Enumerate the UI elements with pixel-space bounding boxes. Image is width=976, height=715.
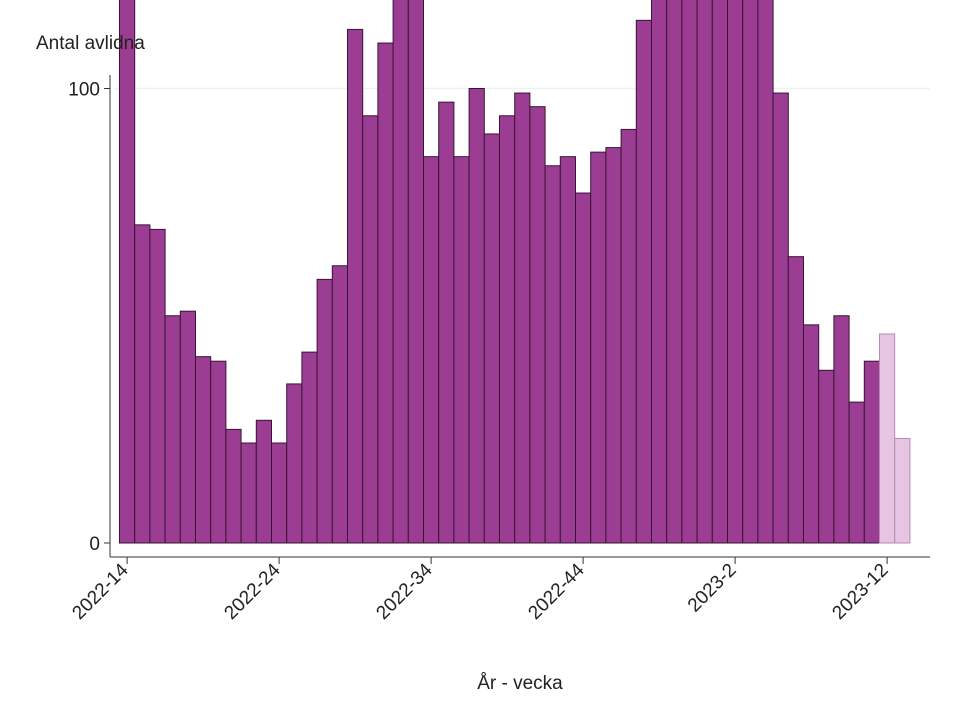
bar [255, 419, 272, 544]
bar [362, 115, 379, 544]
bar [423, 156, 440, 544]
bar [651, 0, 668, 544]
bar [544, 165, 561, 544]
bar [392, 0, 409, 544]
bar [453, 156, 470, 544]
bars [119, 0, 911, 544]
x-tick-label: 2022-34 [372, 559, 436, 623]
bar [331, 265, 348, 544]
bar [833, 315, 850, 544]
bar [620, 128, 637, 544]
y-tick-label: 0 [89, 534, 100, 555]
bar [863, 360, 880, 544]
bar [559, 156, 576, 544]
bar [635, 19, 652, 544]
bar [514, 92, 531, 544]
bar [240, 442, 257, 544]
bar [757, 0, 774, 544]
bar [347, 28, 364, 544]
y-axis-title: Antal avlidna [36, 33, 145, 54]
bar [134, 224, 151, 544]
bar-preliminary [879, 333, 896, 544]
bar [195, 356, 212, 544]
bar [149, 228, 166, 544]
bar [605, 147, 622, 544]
y-ticks: 0100200300400 [68, 80, 110, 555]
bar [468, 88, 485, 544]
bar [483, 133, 500, 544]
bar [848, 401, 865, 544]
bar [377, 42, 394, 544]
x-ticks: 2022-14 2022-24 2022-34 2022-44 2023-2 2023-1… [68, 557, 893, 624]
bar-preliminary [894, 437, 911, 544]
bar [119, 0, 136, 544]
bar [590, 151, 607, 544]
x-axis-title: År - vecka [477, 673, 563, 694]
bar [529, 106, 546, 544]
bar [787, 256, 804, 544]
x-tick-label: 2022-24 [220, 559, 284, 623]
bar [499, 115, 516, 544]
bar [179, 310, 197, 544]
bar [742, 0, 759, 544]
x-tick-label: 2023-2 [684, 560, 741, 617]
y-tick-label: 100 [68, 80, 100, 101]
bar [225, 428, 242, 544]
bar [803, 324, 820, 544]
x-tick-label: 2022-44 [524, 559, 588, 623]
bar [316, 278, 333, 544]
bar [407, 0, 424, 544]
bar [271, 442, 288, 544]
bar [818, 369, 835, 544]
bar [696, 0, 713, 544]
bar [575, 192, 592, 544]
bar [164, 315, 181, 544]
x-tick-label: 2022-14 [68, 559, 132, 623]
bar [286, 383, 303, 544]
bar [772, 92, 789, 544]
bar [210, 360, 227, 544]
bar [301, 351, 318, 544]
x-tick-label: 2023-12 [828, 560, 892, 624]
bar [727, 0, 744, 544]
bar [711, 0, 728, 544]
bar [681, 0, 698, 544]
axes [109, 75, 930, 558]
bar [438, 101, 455, 544]
grid-lines [115, 87, 930, 90]
bar [666, 0, 683, 544]
